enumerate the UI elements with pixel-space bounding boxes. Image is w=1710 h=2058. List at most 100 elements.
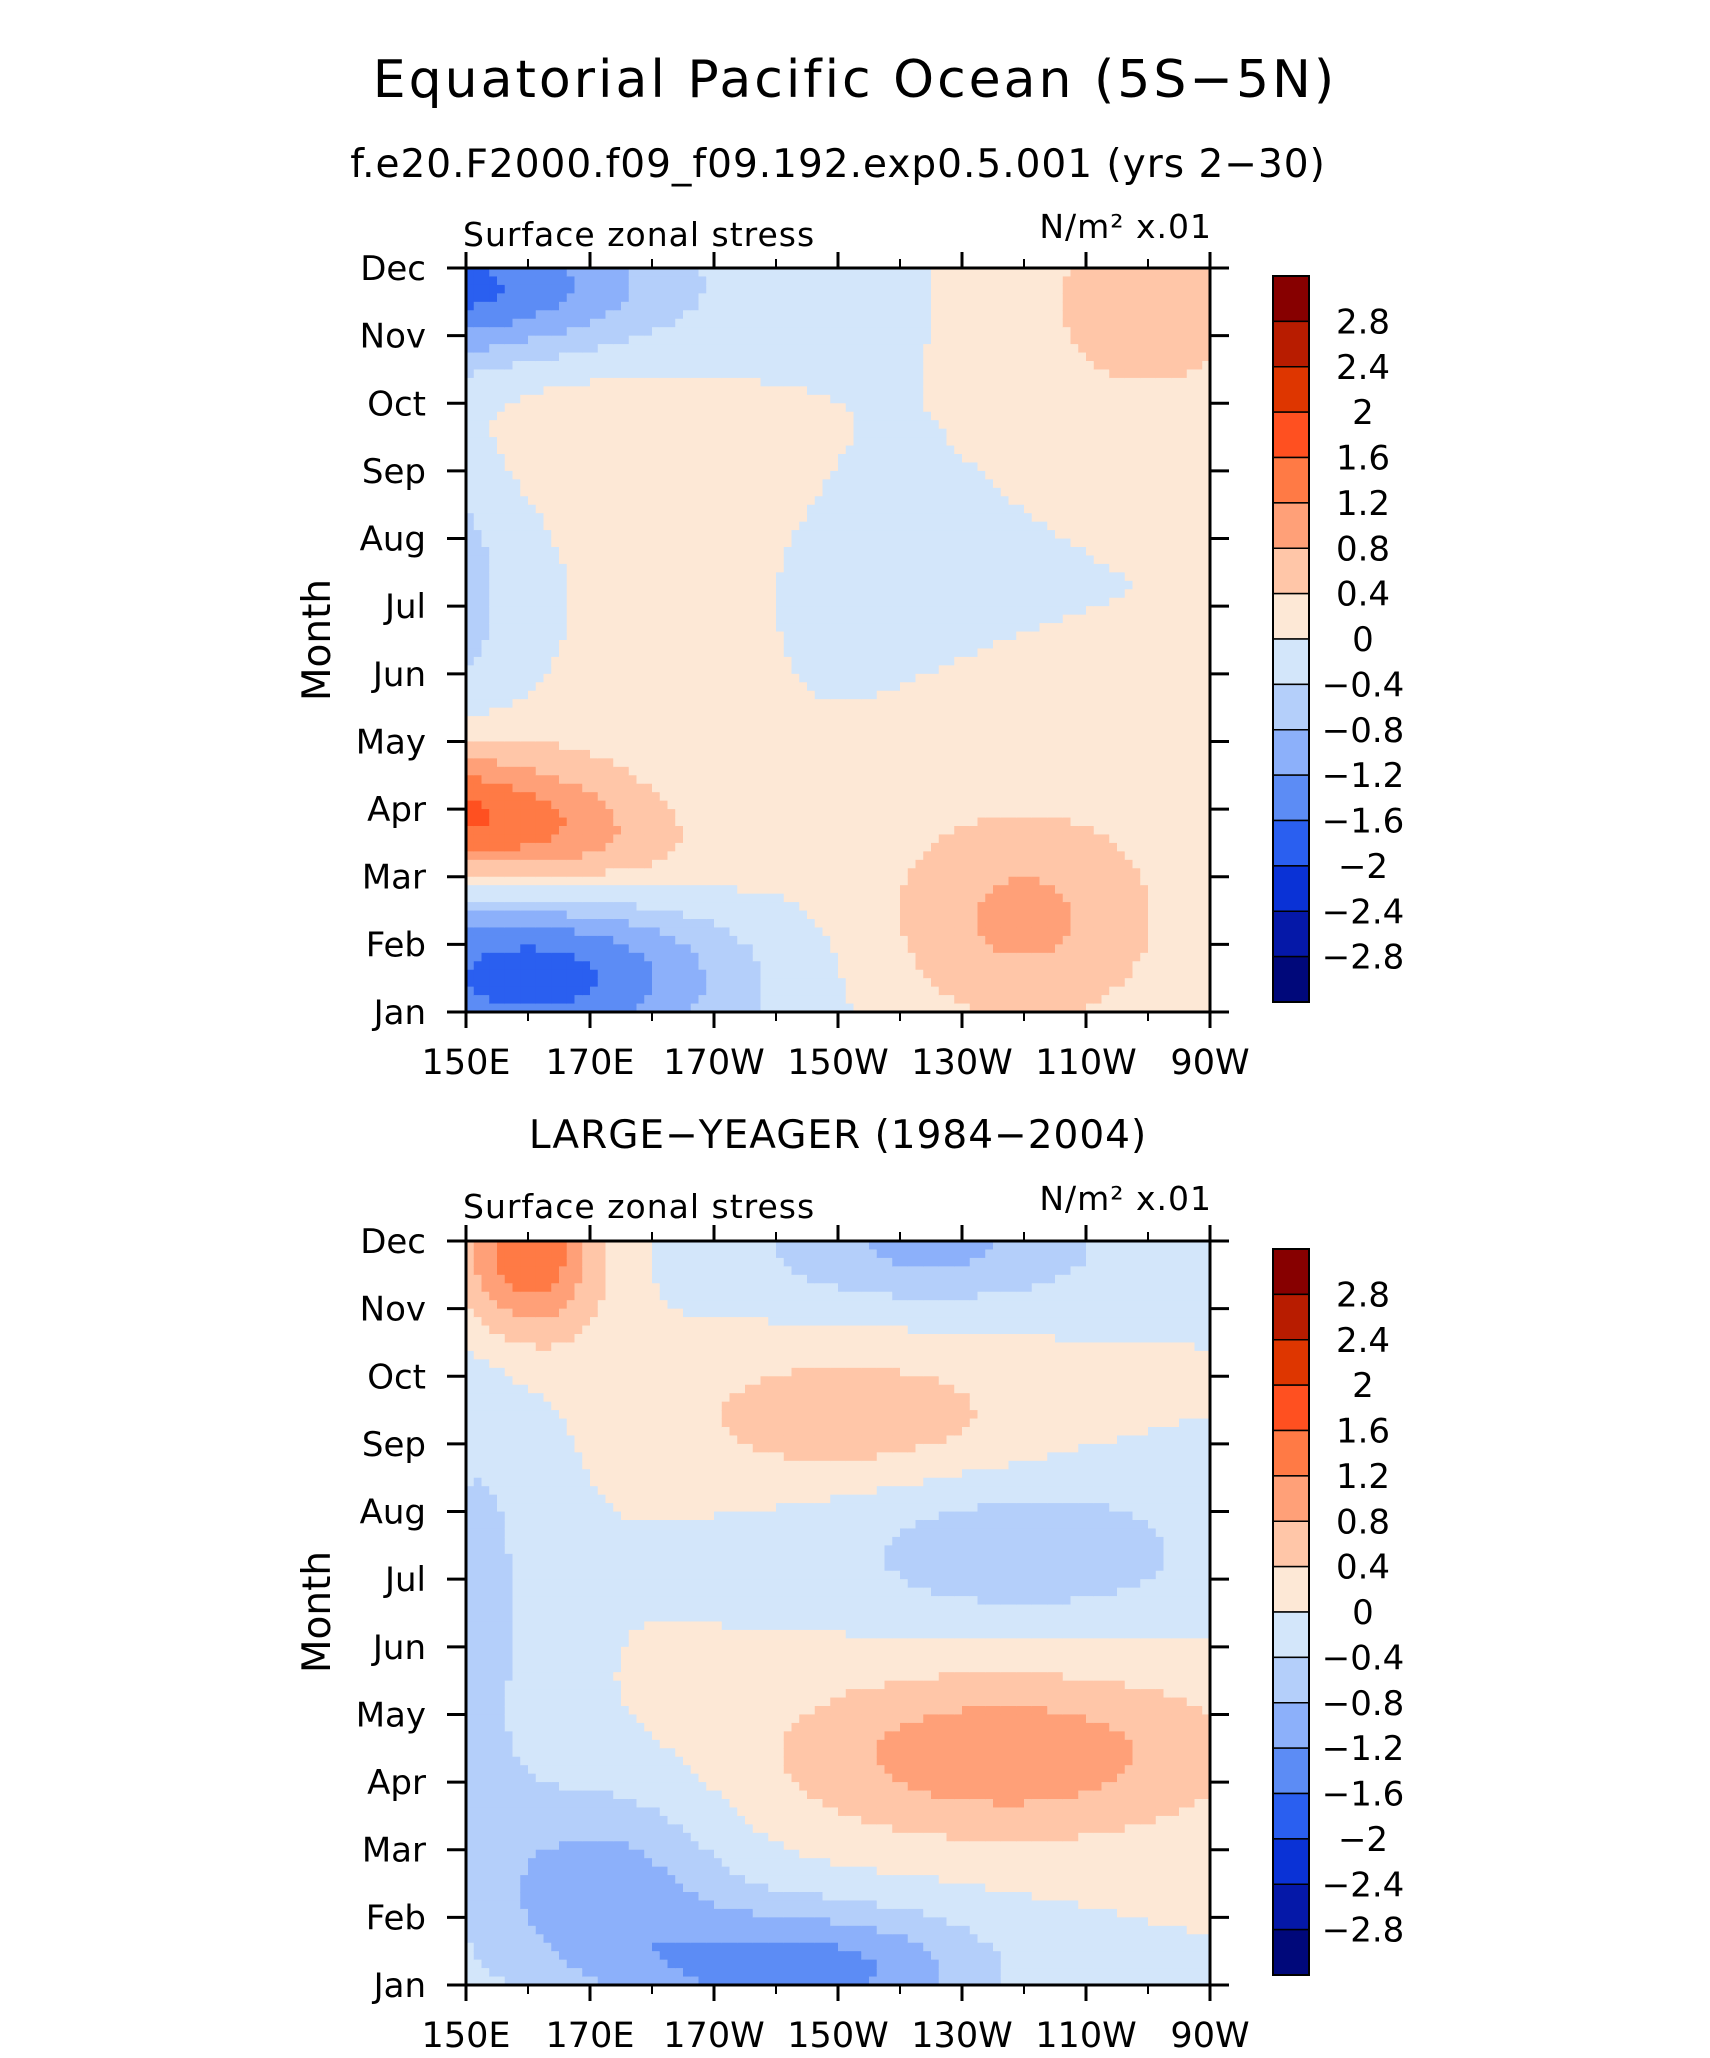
contour-cell xyxy=(504,276,514,286)
contour-cell xyxy=(667,301,676,311)
contour-cell xyxy=(752,851,762,861)
contour-cell xyxy=(845,344,855,354)
contour-cell xyxy=(590,673,599,683)
contour-cell xyxy=(489,792,498,802)
contour-cell xyxy=(590,842,599,852)
contour-cell xyxy=(574,361,583,371)
contour-cell xyxy=(590,952,599,962)
contour-cell xyxy=(535,952,545,962)
contour-cell xyxy=(543,394,552,404)
contour-cell xyxy=(543,935,552,945)
contour-cell xyxy=(659,842,669,852)
contour-cell xyxy=(535,403,545,413)
contour-cell xyxy=(621,826,630,836)
contour-cell xyxy=(466,420,475,430)
contour-cell xyxy=(559,809,568,819)
contour-cell xyxy=(481,969,490,979)
contour-cell xyxy=(714,335,723,345)
contour-cell xyxy=(497,597,506,607)
contour-cell xyxy=(838,783,847,793)
contour-cell xyxy=(838,893,847,903)
contour-cell xyxy=(675,927,684,937)
contour-cell xyxy=(659,631,669,641)
contour-cell xyxy=(675,749,684,759)
contour-cell xyxy=(605,344,614,354)
contour-cell xyxy=(590,327,599,337)
contour-cell xyxy=(613,597,622,607)
contour-cell xyxy=(582,437,591,447)
contour-cell xyxy=(752,952,762,962)
contour-cell xyxy=(799,293,808,303)
contour-cell xyxy=(845,437,855,447)
contour-cell xyxy=(466,783,475,793)
contour-cell xyxy=(628,665,638,675)
contour-cell xyxy=(566,733,576,743)
contour-cell xyxy=(597,555,607,565)
contour-cell xyxy=(605,690,614,700)
contour-cell xyxy=(652,563,661,573)
contour-cell xyxy=(675,910,684,920)
contour-cell xyxy=(628,513,638,523)
contour-cell xyxy=(605,572,614,582)
contour-cell xyxy=(590,563,599,573)
contour-cell xyxy=(590,572,599,582)
contour-cell xyxy=(659,716,669,726)
contour-cell xyxy=(845,851,855,861)
contour-cell xyxy=(543,842,552,852)
contour-cell xyxy=(729,766,738,776)
contour-cell xyxy=(481,335,490,345)
contour-cell xyxy=(838,927,847,937)
contour-cell xyxy=(473,394,483,404)
contour-cell xyxy=(884,673,893,683)
contour-cell xyxy=(528,521,537,531)
contour-cell xyxy=(768,716,777,726)
contour-cell xyxy=(721,935,731,945)
contour-cell xyxy=(853,749,862,759)
contour-cell xyxy=(489,893,498,903)
contour-cell xyxy=(745,640,754,650)
contour-cell xyxy=(884,284,893,294)
contour-cell xyxy=(760,775,769,785)
contour-cell xyxy=(838,876,847,886)
contour-cell xyxy=(582,487,591,497)
contour-cell xyxy=(884,919,893,929)
contour-cell xyxy=(628,817,638,827)
contour-cell xyxy=(745,766,754,776)
contour-cell xyxy=(892,927,901,937)
contour-cell xyxy=(838,572,847,582)
contour-cell xyxy=(473,995,483,1005)
contour-cell xyxy=(714,876,723,886)
contour-cell xyxy=(892,403,901,413)
contour-cell xyxy=(636,640,645,650)
contour-cell xyxy=(644,640,653,650)
contour-cell xyxy=(745,606,754,616)
contour-cell xyxy=(497,885,506,895)
contour-cell xyxy=(783,876,793,886)
contour-cell xyxy=(504,589,514,599)
contour-cell xyxy=(675,893,684,903)
contour-cell xyxy=(861,944,870,954)
contour-cell xyxy=(559,563,568,573)
contour-cell xyxy=(590,978,599,988)
contour-cell xyxy=(466,580,475,590)
contour-cell xyxy=(543,969,552,979)
contour-cell xyxy=(512,327,521,337)
contour-cell xyxy=(628,724,638,734)
contour-cell xyxy=(520,530,529,540)
contour-cell xyxy=(497,369,506,379)
contour-cell xyxy=(621,699,630,709)
contour-cell xyxy=(745,961,754,971)
contour-cell xyxy=(853,530,862,540)
contour-cell xyxy=(760,944,769,954)
contour-cell xyxy=(551,470,560,480)
contour-cell xyxy=(574,699,583,709)
contour-cell xyxy=(473,504,483,514)
contour-cell xyxy=(675,631,684,641)
contour-cell xyxy=(628,293,638,303)
contour-cell xyxy=(814,741,824,751)
contour-cell xyxy=(644,1003,653,1013)
contour-cell xyxy=(706,868,715,878)
contour-cell xyxy=(690,893,700,903)
contour-cell xyxy=(551,327,560,337)
contour-cell xyxy=(636,834,645,844)
